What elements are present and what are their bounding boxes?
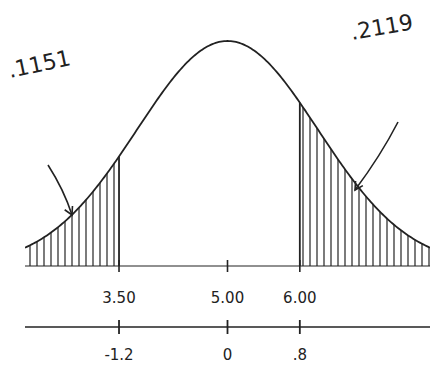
z-tick-label: 0: [223, 346, 233, 364]
plot-area: [25, 41, 430, 266]
arrow-head: [65, 206, 73, 215]
arrow-head: [355, 181, 363, 190]
tail-area: [300, 103, 430, 266]
area-label: .1151: [6, 45, 73, 83]
x-tick-label: 5.00: [211, 289, 244, 307]
chart: 3.50 5.00 6.00 -1.2 0 .8 .1151 .2119: [0, 0, 435, 381]
x-tick-label: 3.50: [102, 289, 135, 307]
z-tick-label: -1.2: [104, 346, 133, 364]
z-tick: [299, 320, 301, 334]
tail-boundary: [118, 156, 120, 266]
z-tick: [118, 320, 120, 334]
arrow: [355, 122, 398, 190]
arrow: [48, 165, 72, 215]
z-tick: [227, 320, 229, 334]
area-label: .2119: [349, 9, 415, 45]
tail-area: [25, 156, 119, 266]
x-tick: [299, 260, 301, 272]
chart-root: 3.50 5.00 6.00 -1.2 0 .8 .1151 .2119: [0, 0, 435, 381]
z-tick-label: .8: [293, 346, 307, 364]
x-tick: [227, 260, 229, 272]
x-tick: [118, 260, 120, 272]
normal-curve: [25, 41, 430, 248]
tail-boundary: [299, 103, 301, 266]
x-tick-label: 6.00: [283, 289, 316, 307]
